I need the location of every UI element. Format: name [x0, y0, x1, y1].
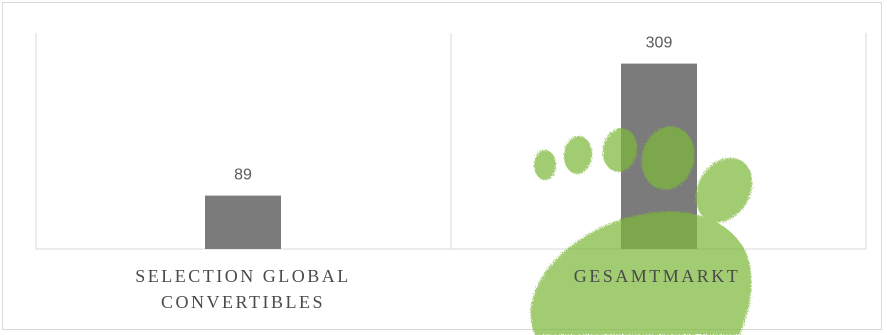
footprint-toe-small — [695, 157, 753, 223]
footprint-toe-4 — [534, 150, 556, 180]
category-label-line: SELECTION GLOBAL — [135, 266, 350, 286]
data-labels: 89 309 — [234, 35, 672, 184]
footprint-toe-big — [641, 126, 695, 190]
footprint-sole — [530, 211, 752, 335]
axes — [35, 33, 867, 250]
category-labels: SELECTION GLOBAL CONVERTIBLES GESAMTMARK… — [135, 266, 741, 312]
footprint-toe-3 — [563, 136, 593, 174]
data-label: 309 — [646, 35, 673, 52]
category-label-line: GESAMTMARKT — [574, 266, 741, 286]
data-label: 89 — [234, 167, 252, 184]
category-label-line: CONVERTIBLES — [161, 292, 325, 312]
footprint-toe-2 — [602, 128, 638, 172]
footprint-icon — [530, 126, 753, 335]
bar-selection-global-convertibles — [205, 195, 281, 249]
